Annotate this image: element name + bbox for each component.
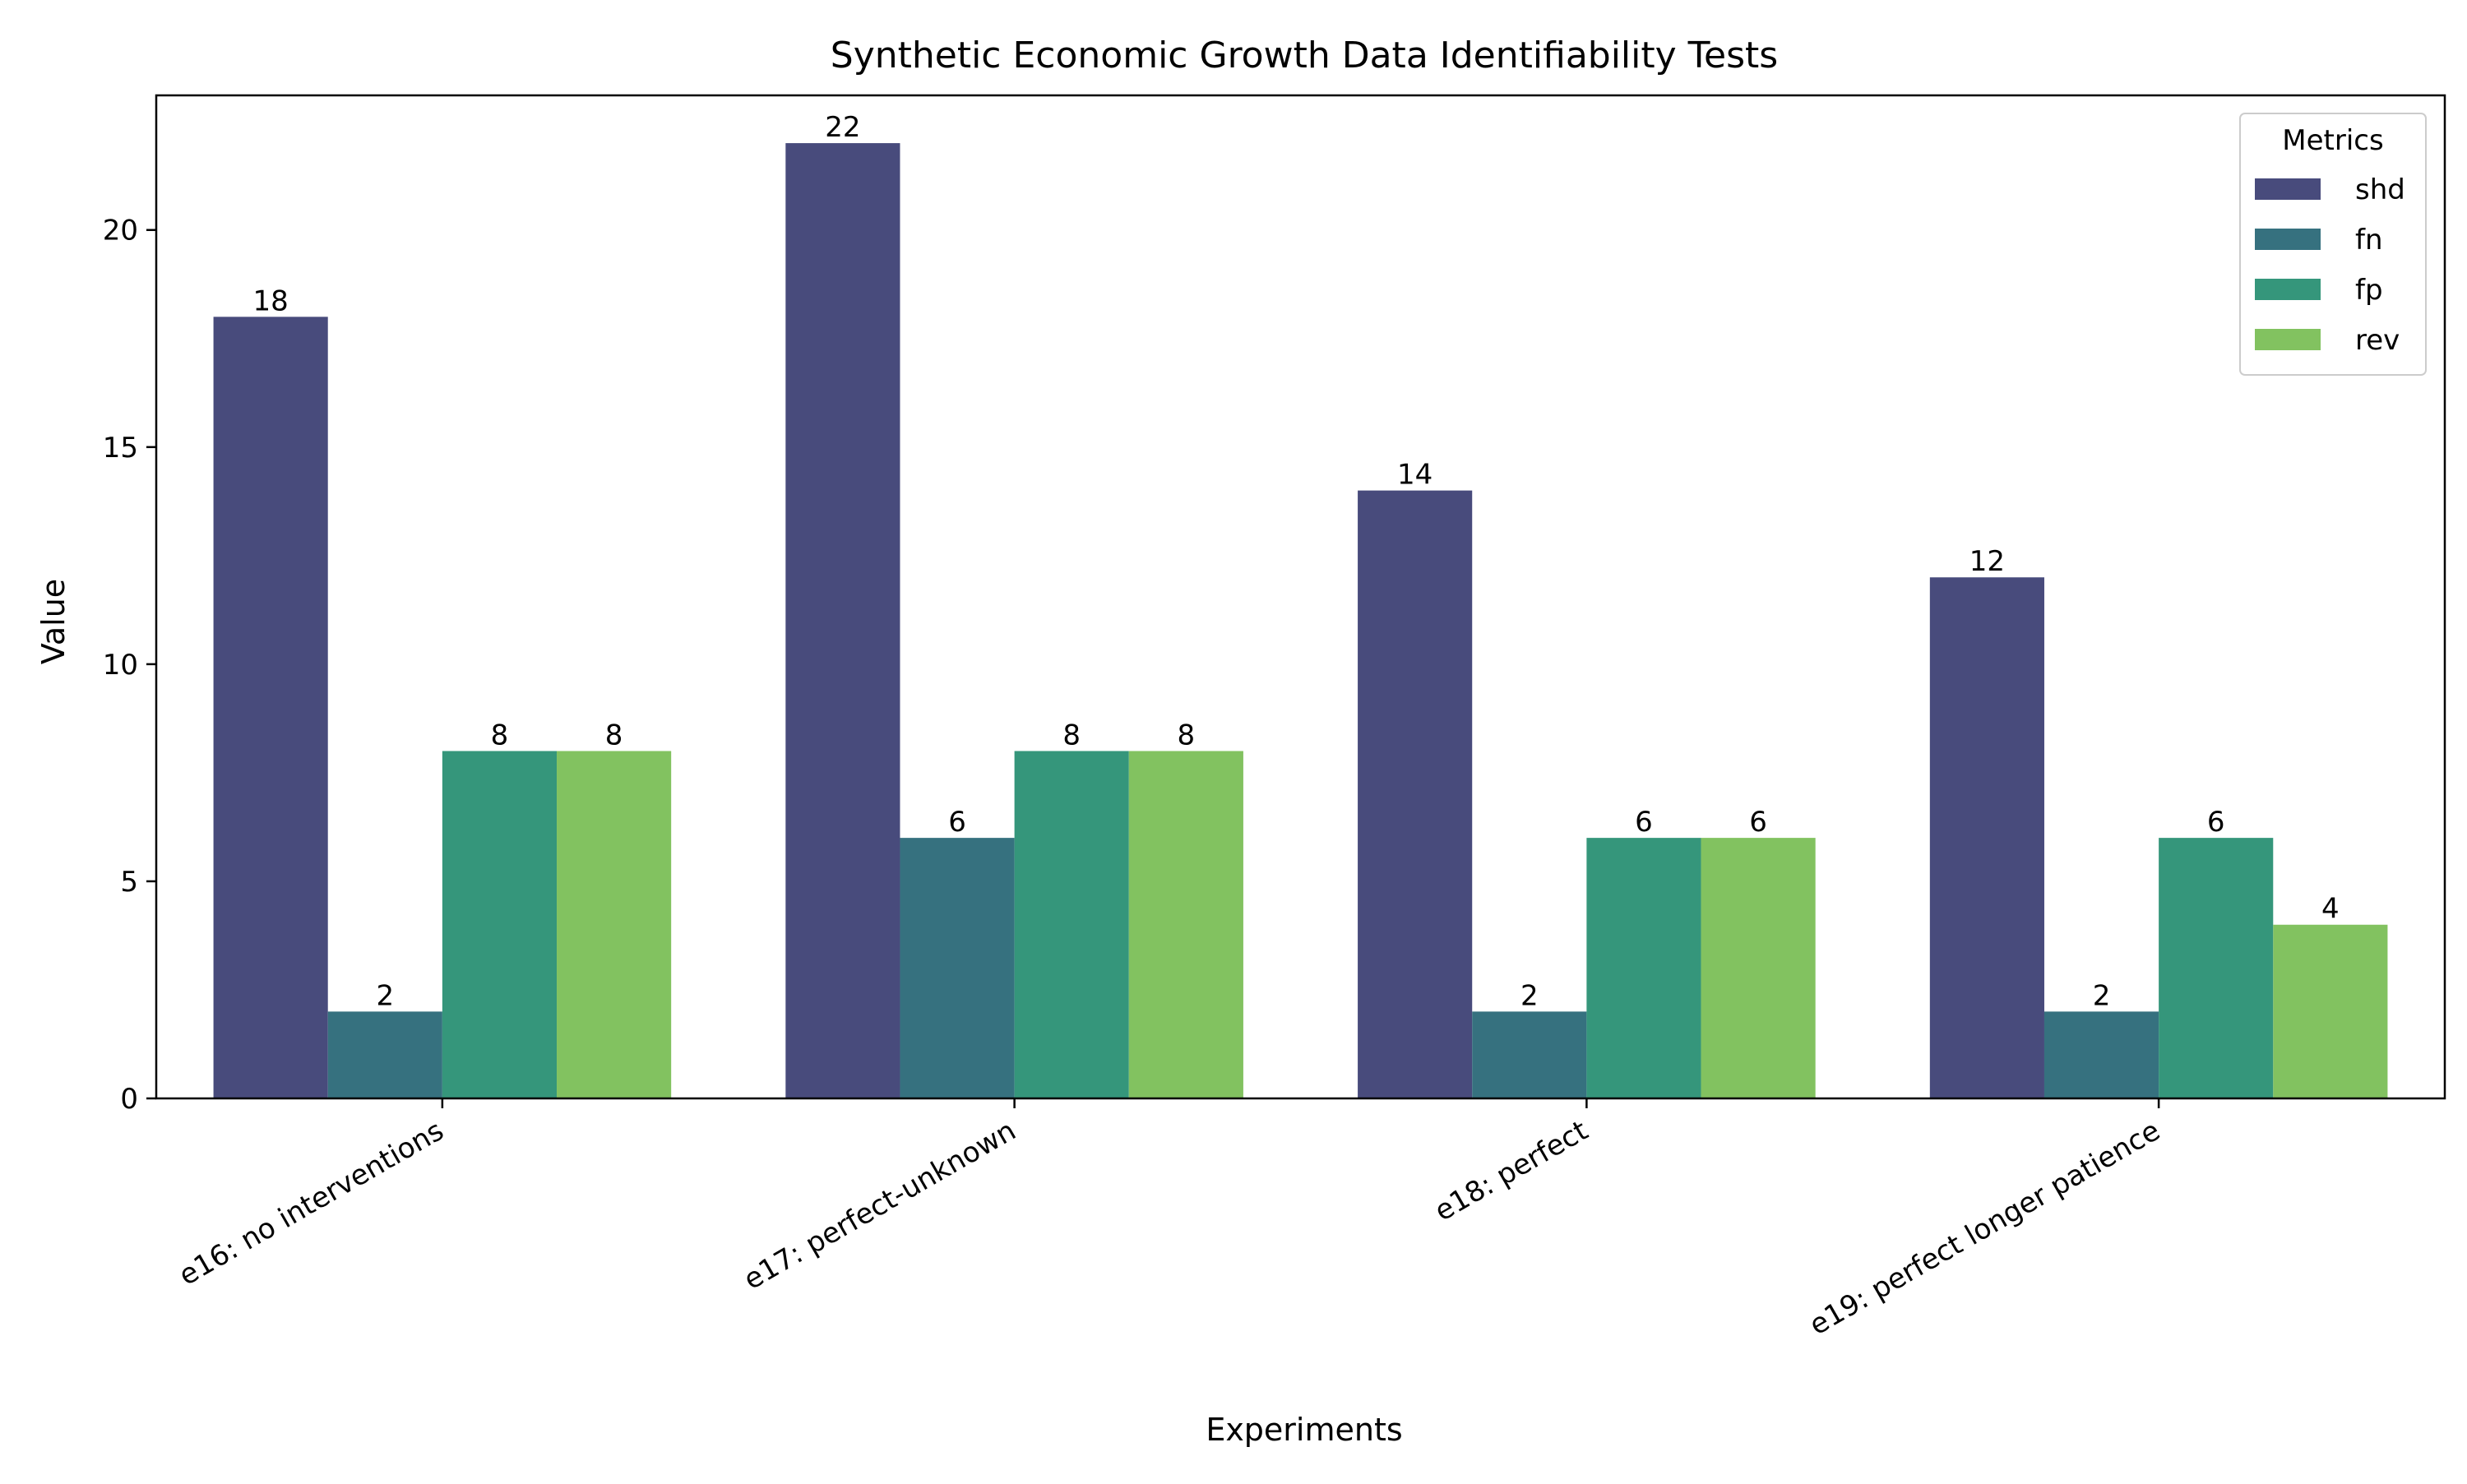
data-label-fn-3: 2	[1520, 979, 1539, 1012]
x-tick-label: e19: perfect longer patience	[1804, 1114, 2166, 1342]
bar-fp-4	[2159, 838, 2274, 1098]
bar-fn-2	[900, 838, 1015, 1098]
data-label-fp-1: 8	[491, 719, 509, 751]
legend-swatch-rev	[2255, 329, 2321, 350]
legend-title: Metrics	[2282, 124, 2383, 157]
bar-fp-3	[1586, 838, 1701, 1098]
x-tick-label: e18: perfect	[1429, 1114, 1594, 1228]
data-label-fp-3: 6	[1635, 806, 1653, 839]
data-label-fn-2: 6	[948, 806, 966, 839]
bar-fn-3	[1472, 1011, 1587, 1098]
bar-shd-1	[213, 317, 328, 1098]
legend-label-shd: shd	[2355, 173, 2405, 206]
bar-fn-1	[327, 1011, 442, 1098]
data-label-rev-2: 8	[1178, 719, 1196, 751]
y-axis-label: Value	[35, 579, 72, 664]
bar-rev-2	[1128, 751, 1243, 1098]
y-tick-label: 5	[120, 866, 138, 899]
data-label-shd-2: 22	[825, 111, 860, 144]
legend-label-fp: fp	[2355, 274, 2383, 307]
data-label-shd-1: 18	[253, 284, 289, 317]
bars-layer	[213, 143, 2388, 1099]
bar-shd-4	[1929, 577, 2044, 1098]
bar-fn-4	[2043, 1011, 2159, 1098]
x-tick-label: e16: no interventions	[174, 1114, 449, 1292]
chart-title: Synthetic Economic Growth Data Identifia…	[831, 35, 1778, 76]
y-tick-label: 10	[103, 649, 138, 682]
data-label-fp-4: 6	[2207, 806, 2225, 839]
data-label-rev-4: 4	[2321, 893, 2340, 926]
legend: Metrics shd fn fp rev	[2239, 113, 2427, 376]
bar-rev-3	[1701, 838, 1816, 1098]
bar-shd-3	[1358, 490, 1473, 1098]
bar-fp-2	[1014, 751, 1129, 1098]
bar-rev-1	[557, 751, 672, 1098]
bar-fp-1	[442, 751, 558, 1098]
data-label-rev-3: 6	[1749, 806, 1767, 839]
legend-swatch-fp	[2255, 279, 2321, 300]
data-label-fn-1: 2	[376, 979, 394, 1012]
bar-shd-2	[785, 143, 900, 1099]
legend-swatch-fn	[2255, 229, 2321, 250]
x-tick-label: e17: perfect-unknown	[738, 1114, 1021, 1297]
data-label-shd-4: 12	[1969, 545, 2005, 578]
bar-rev-4	[2273, 924, 2388, 1098]
legend-label-rev: rev	[2355, 324, 2400, 357]
x-axis-label: Experiments	[1206, 1412, 1402, 1448]
plot-frame	[155, 94, 2446, 1100]
y-tick-label: 0	[120, 1083, 138, 1116]
legend-label-fn: fn	[2355, 224, 2383, 257]
axes-layer: 0 5 10 15 20 e16: no interventions e17: perfec…	[103, 94, 2446, 1342]
data-label-rev-1: 8	[605, 719, 623, 751]
y-tick-label: 15	[103, 432, 138, 465]
y-tick-label: 20	[103, 215, 138, 247]
legend-swatch-shd	[2255, 178, 2321, 200]
data-label-fn-4: 2	[2093, 979, 2111, 1012]
data-label-fp-2: 8	[1062, 719, 1081, 751]
data-label-shd-3: 14	[1397, 459, 1433, 492]
